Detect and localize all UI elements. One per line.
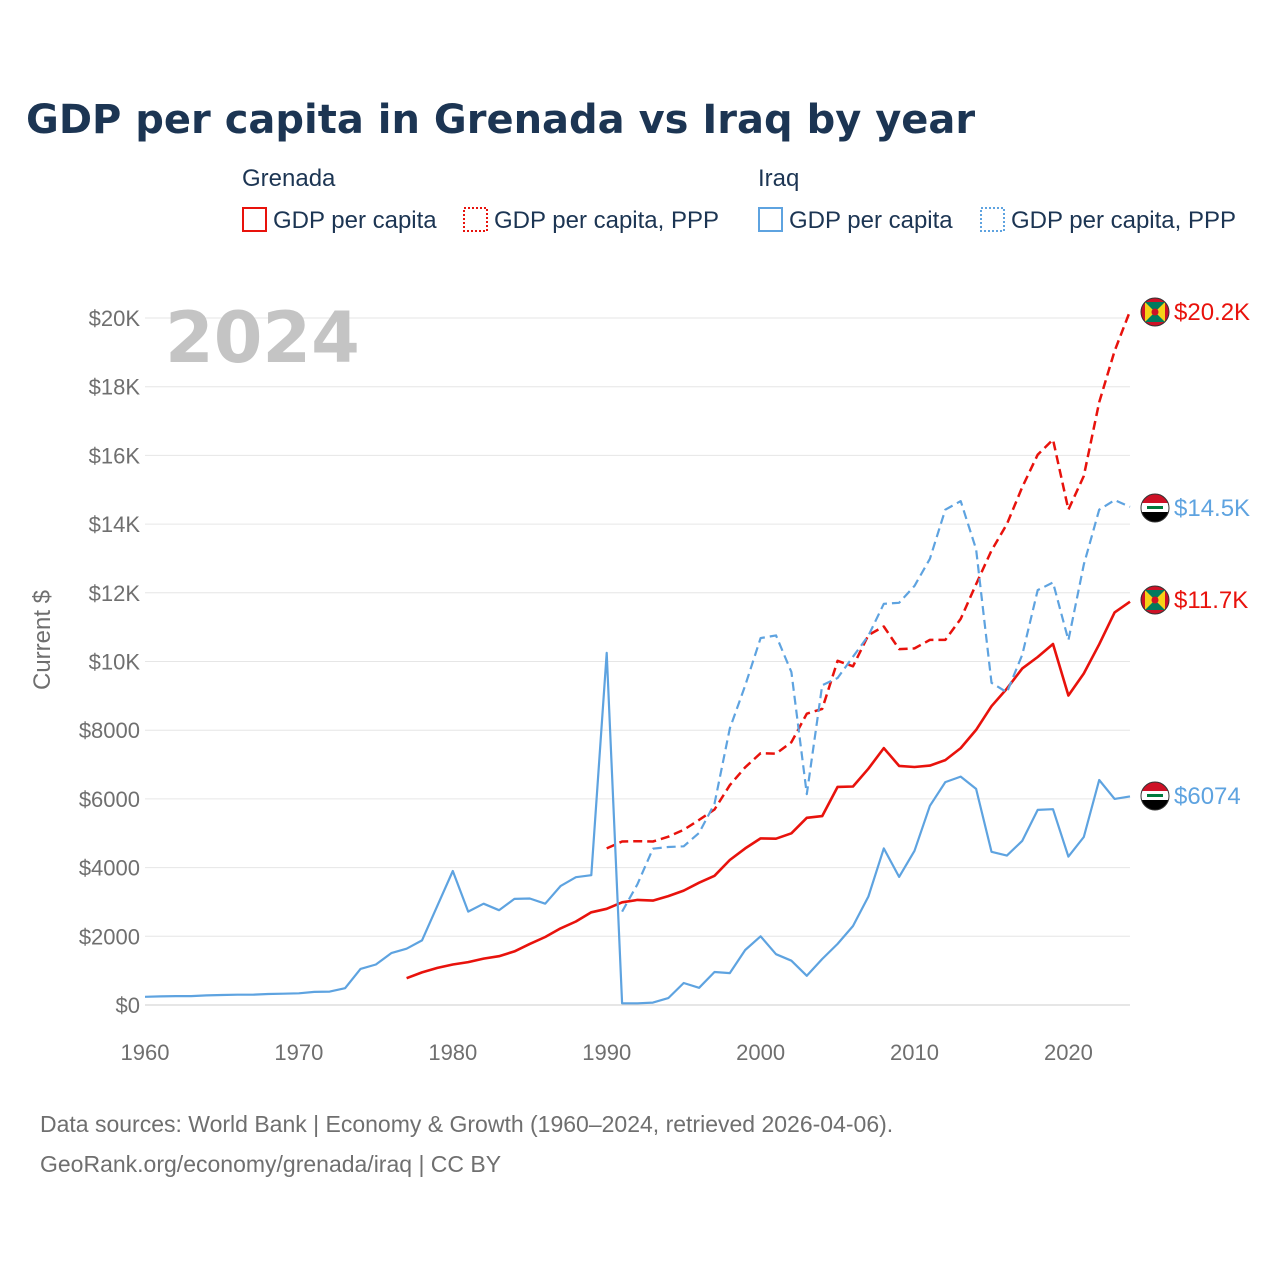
x-axis-ticks: 1960 1970 1980 1990 2000 2010 2020 (121, 1040, 1093, 1065)
y-axis-label: Current $ (29, 590, 56, 690)
legend-swatch-iraq-ppp[interactable] (980, 207, 1005, 232)
end-label-iraq-ppp: $14.5K (1174, 495, 1250, 522)
end-label-iraq-gdp: $6074 (1174, 783, 1241, 810)
y-tick-label: $16K (89, 443, 141, 468)
legend-swatch-iraq-gdp[interactable] (758, 207, 783, 232)
y-tick-label: $20K (89, 306, 141, 331)
source-line-1: Data sources: World Bank | Economy & Gro… (40, 1111, 893, 1137)
chart-title: GDP per capita in Grenada vs Iraq by yea… (26, 97, 975, 143)
y-tick-label: $12K (89, 581, 141, 606)
y-tick-label: $10K (89, 650, 141, 675)
x-tick-label: 2010 (890, 1040, 939, 1065)
x-tick-label: 1960 (121, 1040, 170, 1065)
grid-lines (145, 317, 1130, 1006)
series-line-iraq-gdp-per-capita[interactable] (144, 651, 1131, 1005)
end-label-grenada-ppp: $20.2K (1174, 299, 1250, 326)
y-tick-label: $4000 (79, 856, 140, 881)
series-line-iraq-gdp-per-capita-ppp[interactable] (621, 499, 1131, 913)
x-tick-label: 2020 (1044, 1040, 1093, 1065)
grenada-flag-icon (1140, 297, 1170, 327)
y-tick-label: $8000 (79, 718, 140, 743)
y-tick-label: $18K (89, 375, 141, 400)
x-tick-label: 1980 (428, 1040, 477, 1065)
series-lines (144, 310, 1132, 1005)
grenada-flag-icon (1140, 585, 1170, 615)
legend-label-iraq-ppp[interactable]: GDP per capita, PPP (1011, 207, 1236, 234)
series-line-grenada-gdp-per-capita-ppp[interactable] (606, 310, 1132, 850)
iraq-flag-icon (1140, 781, 1170, 811)
legend-swatch-grenada-gdp[interactable] (242, 207, 267, 232)
x-tick-label: 1970 (274, 1040, 323, 1065)
x-tick-label: 1990 (582, 1040, 631, 1065)
iraq-flag-icon (1140, 493, 1170, 523)
year-label: 2024 (165, 297, 360, 379)
legend-label-iraq-gdp[interactable]: GDP per capita (789, 207, 953, 234)
end-label-grenada-gdp: $11.7K (1174, 587, 1248, 614)
legend: Grenada Iraq GDP per capita GDP per capi… (242, 165, 1236, 234)
legend-swatch-grenada-ppp[interactable] (463, 207, 488, 232)
y-tick-label: $14K (89, 512, 141, 537)
y-axis-ticks: $0 $2000 $4000 $6000 $8000 $10K $12K $14K $16K $1… (79, 306, 141, 1018)
y-tick-label: $0 (116, 993, 140, 1018)
legend-group-iraq: Iraq (758, 165, 799, 192)
legend-label-grenada-ppp[interactable]: GDP per capita, PPP (494, 207, 719, 234)
legend-label-grenada-gdp[interactable]: GDP per capita (273, 207, 437, 234)
x-tick-label: 2000 (736, 1040, 785, 1065)
y-tick-label: $2000 (79, 924, 140, 949)
legend-group-grenada: Grenada (242, 165, 336, 192)
y-tick-label: $6000 (79, 787, 140, 812)
source-line-2[interactable]: GeoRank.org/economy/grenada/iraq | CC BY (40, 1151, 501, 1177)
